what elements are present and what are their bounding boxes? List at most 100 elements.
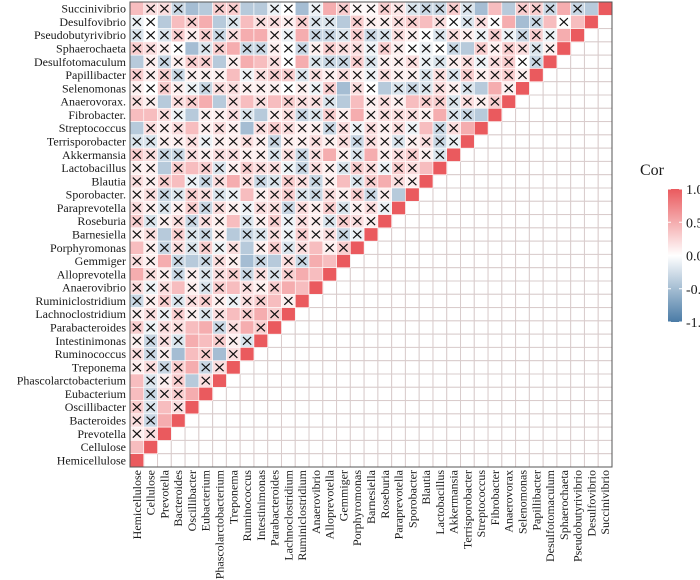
empty-cell (542, 81, 558, 96)
insignificant-x-mark (187, 283, 197, 292)
insignificant-x-mark (352, 57, 362, 67)
empty-cell (528, 121, 544, 136)
empty-cell (528, 227, 544, 242)
empty-cell (253, 439, 269, 455)
empty-cell (556, 267, 572, 282)
insignificant-x-mark (146, 363, 156, 372)
row-label: Desulfovibrio (59, 15, 126, 29)
row-labels: SuccinivibrioDesulfovibrioPseudobutyrivi… (17, 2, 127, 468)
empty-cell (501, 240, 517, 255)
insignificant-x-mark (146, 97, 156, 106)
insignificant-x-mark (297, 84, 307, 93)
empty-cell (267, 360, 282, 375)
insignificant-x-mark (283, 256, 293, 266)
insignificant-x-mark (435, 44, 445, 53)
empty-cell (460, 280, 475, 295)
empty-cell (556, 121, 572, 136)
empty-cell (446, 453, 462, 468)
empty-cell (583, 187, 599, 202)
empty-cell (446, 439, 462, 455)
empty-cell (473, 253, 489, 269)
legend-tick-label: 1.0 (686, 183, 700, 198)
empty-cell (322, 360, 338, 375)
heatmap-cell (239, 1, 255, 16)
insignificant-x-mark (366, 44, 376, 53)
insignificant-x-mark (352, 137, 362, 146)
empty-cell (542, 453, 558, 468)
insignificant-x-mark (449, 57, 459, 67)
empty-cell (322, 293, 338, 309)
insignificant-x-mark (297, 150, 307, 160)
empty-cell (583, 200, 599, 216)
insignificant-x-mark (270, 30, 280, 40)
empty-cell (294, 307, 310, 322)
insignificant-x-mark (270, 110, 280, 120)
legend-colorbar (668, 189, 682, 322)
empty-cell (473, 346, 489, 362)
empty-cell (225, 426, 241, 441)
insignificant-x-mark (132, 429, 142, 439)
empty-cell (515, 320, 530, 335)
legend-ticks: 1.0 0.5 0.0 -0.5 -1.0 (668, 183, 700, 331)
heatmap-cell (226, 360, 241, 375)
empty-cell (404, 453, 420, 468)
column-label: Phascolarctobacterium (213, 469, 227, 579)
empty-cell (515, 121, 530, 136)
empty-cell (570, 346, 585, 362)
insignificant-x-mark (228, 30, 238, 40)
insignificant-x-mark (256, 323, 266, 332)
heatmap-cell (212, 373, 227, 388)
insignificant-x-mark (325, 44, 335, 53)
empty-cell (377, 346, 393, 362)
empty-cell (280, 453, 296, 468)
column-label: Lactobacillus (433, 470, 447, 535)
empty-cell (597, 147, 613, 162)
heatmap-cell (239, 240, 255, 255)
empty-grid (143, 14, 613, 468)
insignificant-x-mark (201, 349, 211, 359)
empty-cell (363, 453, 379, 468)
empty-cell (239, 413, 255, 428)
empty-cell (418, 320, 434, 335)
heatmap-cell (226, 307, 241, 322)
heatmap-cell (239, 14, 255, 29)
empty-cell (432, 320, 448, 335)
empty-cell (253, 400, 269, 415)
insignificant-x-mark (159, 30, 169, 40)
heatmap-cell (157, 413, 172, 428)
heatmap-cell (226, 68, 241, 83)
insignificant-x-mark (132, 283, 142, 292)
empty-cell (515, 439, 530, 455)
insignificant-x-mark (228, 323, 238, 332)
insignificant-x-mark (242, 84, 252, 93)
insignificant-x-mark (311, 57, 321, 67)
heatmap-cell (336, 254, 351, 269)
insignificant-x-mark (242, 70, 252, 80)
heatmap-cell (336, 81, 351, 96)
empty-cell (542, 267, 558, 282)
row-label: Streptococcus (59, 121, 127, 135)
empty-cell (473, 386, 489, 402)
heatmap-cell (171, 174, 186, 189)
empty-cell (556, 280, 572, 295)
insignificant-x-mark (173, 363, 183, 372)
empty-cell (336, 426, 351, 441)
insignificant-x-mark (380, 137, 390, 146)
insignificant-x-mark (283, 84, 293, 93)
heatmap-cell (267, 254, 282, 269)
empty-cell (267, 426, 282, 441)
insignificant-x-mark (173, 97, 183, 106)
insignificant-x-mark (325, 97, 335, 106)
heatmap-cell (184, 1, 200, 16)
insignificant-x-mark (173, 4, 183, 13)
empty-cell (501, 280, 517, 295)
heatmap-cell (460, 41, 475, 56)
column-label: Terrisporobacter (460, 470, 474, 549)
insignificant-x-mark (187, 270, 197, 279)
row-label: Barnesiella (72, 228, 127, 242)
heatmap-cell (253, 1, 269, 16)
insignificant-x-mark (352, 123, 362, 133)
insignificant-x-mark (283, 177, 293, 186)
insignificant-x-mark (201, 190, 211, 199)
insignificant-x-mark (146, 137, 156, 146)
